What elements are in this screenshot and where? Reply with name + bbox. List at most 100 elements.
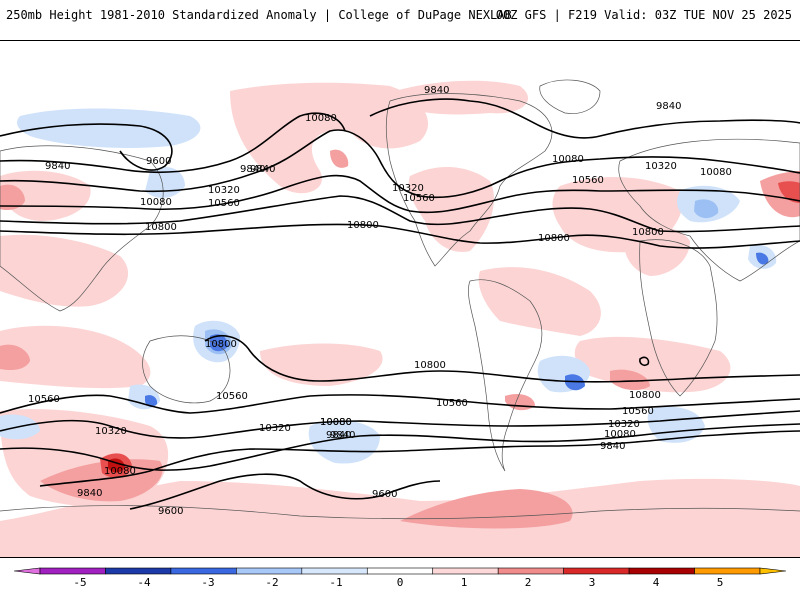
contour-label: 10560 (436, 398, 468, 409)
anomaly-pos-antarctic (0, 478, 800, 557)
anomaly-pos-south-pacific (260, 343, 383, 386)
colorbar-swatch (628, 567, 695, 575)
anomaly-neg-tasman (128, 384, 160, 410)
contour-10800-north (0, 223, 800, 249)
coast-greenland (539, 79, 601, 114)
contour-9600-north (0, 123, 173, 171)
contour-label: 10320 (645, 161, 677, 172)
contour-label: 10080 (305, 113, 337, 124)
height-contours (0, 98, 800, 510)
anomaly-pos-patagonia (505, 394, 535, 411)
anomaly-neg-coral-max (210, 334, 228, 352)
colorbar-label: -4 (137, 576, 151, 589)
contour-label: 10320 (259, 423, 291, 434)
anomaly-neg-siberia (17, 108, 201, 148)
anomaly-pos-australia-south (40, 459, 163, 502)
colorbar-label: -5 (73, 576, 87, 589)
contour-label: 10080 (320, 417, 352, 428)
colorbar-swatch (39, 567, 106, 575)
colorbar-swatch (236, 567, 303, 575)
run-info: 00Z GFS | F219 Valid: 03Z TUE NOV 25 202… (495, 8, 792, 22)
contour-label: 10320 (208, 185, 240, 196)
contour-label: 9840 (424, 85, 449, 96)
contour-10080-north (0, 129, 800, 199)
anomaly-pos-indian-ocean-core (0, 344, 30, 371)
contour-label: 10800 (414, 360, 446, 371)
colorbar-min-arrow (13, 567, 41, 575)
contour-10560-north (0, 195, 800, 233)
map-title: 250mb Height 1981-2010 Standardized Anom… (6, 8, 512, 22)
coast-australia (142, 335, 231, 404)
colorbar-swatch (432, 567, 499, 575)
contour-label: 10800 (347, 220, 379, 231)
anomaly-neg-arabia-core (756, 252, 769, 265)
contour-label: 9600 (372, 489, 397, 500)
colorbar-swatch (170, 567, 237, 575)
contour-label: 9840 (330, 430, 355, 441)
colorbar-swatch (694, 567, 761, 575)
contour-label: 10800 (145, 222, 177, 233)
anomaly-pos-south-america (478, 267, 601, 336)
contour-9840-south (39, 430, 800, 487)
anomaly-pos-arctic (380, 80, 529, 115)
anomaly-neg-tasman-core (145, 395, 158, 407)
contour-label: 10560 (216, 391, 248, 402)
contour-label: 10080 (604, 429, 636, 440)
contour-label: 10800 (205, 339, 237, 350)
contour-label: 10800 (629, 390, 661, 401)
contour-label: 10560 (28, 394, 60, 405)
contour-label: 10560 (622, 406, 654, 417)
colorbar-label: 4 (652, 576, 660, 589)
contour-label: 10320 (608, 419, 640, 430)
anomaly-pos-africa-north (623, 225, 690, 276)
anomaly-pos-east-asia (0, 234, 129, 307)
contour-label: 10560 (208, 198, 240, 209)
colorbar-label: 5 (716, 576, 724, 589)
colorbar-swatch (497, 567, 564, 575)
colorbar-label: 0 (396, 576, 404, 589)
header: 250mb Height 1981-2010 Standardized Anom… (0, 0, 800, 40)
contour-label: 9840 (600, 441, 625, 452)
contour-label: 10080 (104, 466, 136, 477)
contour-label: 9840 (250, 164, 275, 175)
colorbar-label: 2 (524, 576, 532, 589)
anomaly-pos-south-atlantic (574, 336, 731, 393)
contour-label: 9600 (158, 506, 183, 517)
contour-label: 9840 (45, 161, 70, 172)
colorbar-swatch (301, 567, 368, 575)
colorbar-label: 1 (460, 576, 468, 589)
contour-10560-south (0, 394, 800, 414)
contour-label: 10080 (140, 197, 172, 208)
contour-label: 10800 (632, 227, 664, 238)
anomaly-pos-south-atlantic-core (610, 369, 650, 391)
coast-asia-west (0, 145, 164, 312)
colorbar-label: -3 (201, 576, 215, 589)
contour-10080-south (0, 423, 800, 471)
contour-low-closed (639, 356, 650, 366)
contour-label: 10320 (95, 426, 127, 437)
anomaly-pos-indian-ocean (0, 325, 151, 389)
contour-label-group: 9840 9840 9600 9840 10080 10080 10320 10… (28, 85, 732, 517)
contour-label: 10800 (538, 233, 570, 244)
contour-9840-arctic (369, 98, 800, 139)
colorbar-swatch (105, 567, 172, 575)
contour-label: 10080 (320, 417, 352, 428)
contour-10320-north (0, 174, 800, 214)
anomaly-pos-west-asia-core (0, 184, 25, 211)
coast-eurasia (618, 138, 800, 282)
anomaly-pos-pacific-core (330, 149, 349, 168)
colorbar-label: -2 (265, 576, 279, 589)
contour-9600-south (129, 473, 441, 510)
anomaly-map: 9840 9840 9600 9840 10080 10080 10320 10… (0, 40, 800, 558)
colorbar-max-arrow (759, 567, 787, 575)
contour-label: 9840 (656, 101, 681, 112)
contour-9840-north (0, 112, 346, 174)
contour-10320-south (0, 410, 800, 439)
anomaly-pos-north-pacific (230, 82, 429, 194)
contour-label: 10320 (392, 183, 424, 194)
colorbar-swatch (563, 567, 630, 575)
contour-label: 10560 (403, 193, 435, 204)
anomaly-neg-south-atlantic-east (647, 406, 705, 443)
contour-label: 9840 (326, 430, 351, 441)
contour-label: 10560 (572, 175, 604, 186)
